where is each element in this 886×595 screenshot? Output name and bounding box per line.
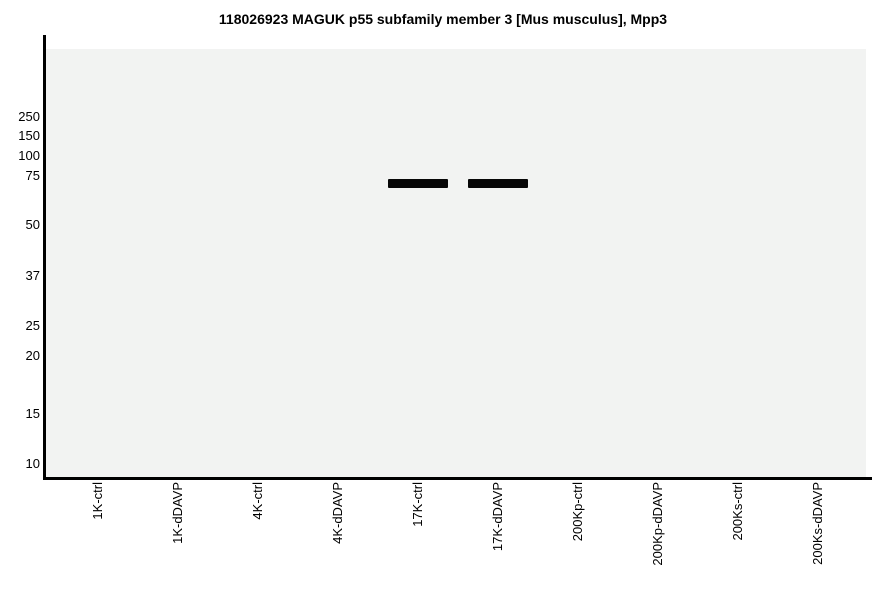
x-tick-label-17K-dDAVP: 17K-dDAVP	[490, 482, 505, 552]
y-tick-label-75: 75	[25, 168, 40, 184]
y-tick-label-150: 150	[18, 127, 40, 143]
y-tick-label-50: 50	[25, 216, 40, 232]
y-tick-label-37: 37	[25, 267, 40, 283]
y-tick-label-10: 10	[25, 456, 40, 472]
x-tick-label-1K-dDAVP: 1K-dDAVP	[170, 482, 185, 544]
y-tick-label-20: 20	[25, 347, 40, 363]
y-tick-label-100: 100	[18, 148, 40, 163]
y-tick-label-25: 25	[25, 317, 40, 333]
chart-title: 118026923 MAGUK p55 subfamily member 3 […	[218, 11, 668, 27]
x-tick-label-4K-ctrl: 4K-ctrl	[250, 482, 265, 520]
y-tick-label-250: 250	[18, 109, 40, 125]
x-tick-label-1K-ctrl: 1K-ctrl	[90, 482, 105, 520]
x-tick-label-200Ks-ctrl: 200Ks-ctrl	[730, 482, 745, 541]
x-tick-label-200Kp-dDAVP: 200Kp-dDAVP	[650, 482, 665, 566]
protein-band-17K-ctrl	[388, 178, 448, 188]
plot-area	[45, 49, 866, 477]
x-tick-label-200Ks-dDAVP: 200Ks-dDAVP	[810, 482, 825, 565]
x-tick-label-4K-dDAVP: 4K-dDAVP	[330, 482, 345, 544]
x-tick-label-200Kp-ctrl: 200Kp-ctrl	[570, 482, 585, 542]
x-tick-label-17K-ctrl: 17K-ctrl	[410, 482, 425, 527]
y-tick-label-15: 15	[25, 406, 40, 422]
x-axis-line	[43, 477, 872, 480]
y-axis-line	[43, 35, 46, 480]
protein-band-17K-dDAVP	[468, 178, 528, 188]
